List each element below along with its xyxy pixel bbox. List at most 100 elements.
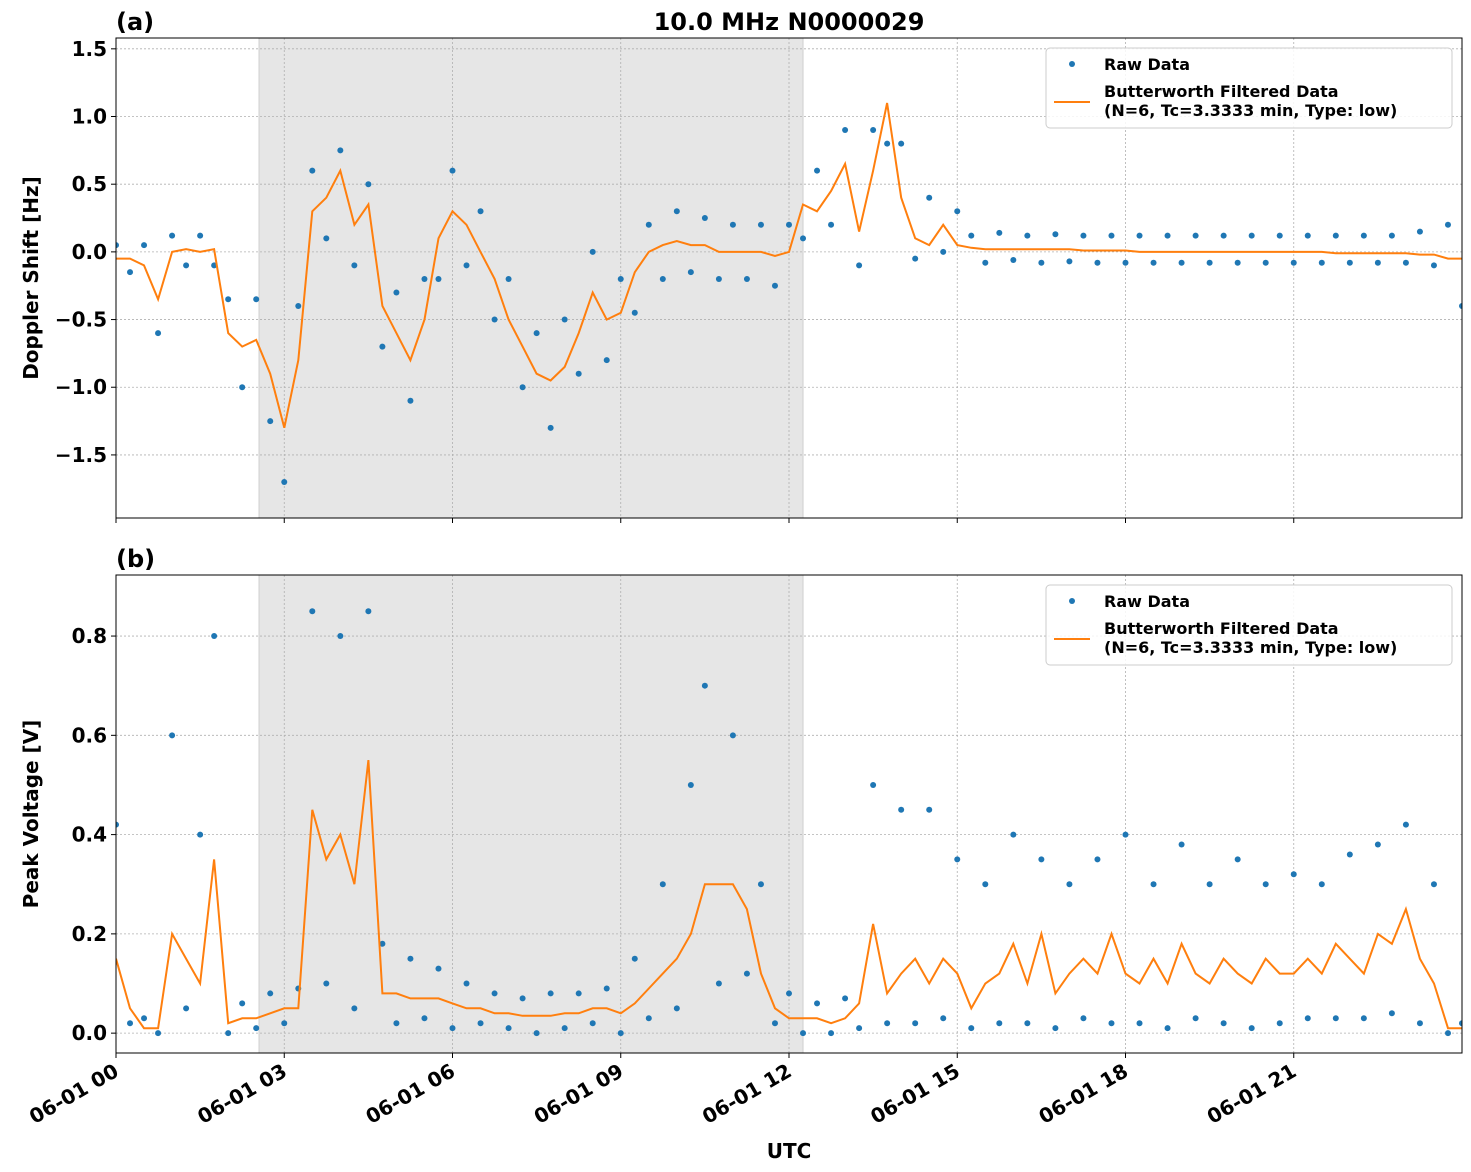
y-tick-label: −0.5: [55, 308, 107, 332]
raw-point: [1108, 232, 1115, 239]
legend-label: Butterworth Filtered Data (N=6, Tc=3.3333…: [1104, 619, 1397, 657]
x-tick-label: 06-01 15: [866, 1059, 964, 1129]
raw-point: [982, 259, 989, 266]
raw-point: [1459, 303, 1462, 310]
raw-point: [1010, 256, 1017, 263]
raw-point: [477, 208, 484, 215]
y-tick-label: 0.4: [72, 823, 107, 847]
raw-point: [1150, 881, 1157, 888]
raw-point: [1038, 856, 1045, 863]
raw-point: [1318, 881, 1325, 888]
raw-point: [463, 980, 470, 987]
raw-point: [407, 397, 414, 404]
highlight-span: [258, 37, 804, 519]
raw-point: [617, 1030, 624, 1037]
raw-point: [155, 1030, 162, 1037]
legend-box: [1045, 584, 1453, 666]
raw-point: [701, 215, 708, 222]
raw-point: [631, 309, 638, 316]
plot-area: [116, 608, 1462, 1037]
raw-point: [197, 232, 204, 239]
raw-point: [155, 330, 162, 337]
raw-point: [491, 316, 498, 323]
x-tick-label: 06-01 21: [1203, 1059, 1301, 1129]
raw-point: [1206, 259, 1213, 266]
raw-point: [757, 221, 764, 228]
x-tick-label: 06-01 03: [193, 1059, 291, 1129]
raw-point: [842, 995, 849, 1002]
raw-point: [603, 357, 610, 364]
raw-point: [673, 208, 680, 215]
raw-point: [505, 275, 512, 282]
raw-point: [141, 242, 148, 249]
raw-point: [1360, 232, 1367, 239]
panel-label: (a): [116, 8, 154, 36]
raw-point: [659, 881, 666, 888]
x-tick-label: 06-01 12: [698, 1059, 796, 1129]
raw-point: [1150, 259, 1157, 266]
raw-point: [912, 1020, 919, 1027]
raw-point: [351, 262, 358, 269]
raw-point: [1024, 232, 1031, 239]
y-tick-label: 1.0: [72, 105, 107, 129]
raw-point: [800, 235, 807, 242]
raw-point: [1178, 259, 1185, 266]
raw-point: [884, 140, 891, 147]
filtered-line: [116, 759, 1462, 1030]
raw-point: [393, 1020, 400, 1027]
raw-point: [239, 1000, 246, 1007]
raw-point: [1220, 1020, 1227, 1027]
raw-point: [295, 303, 302, 310]
raw-point: [828, 221, 835, 228]
raw-point: [169, 732, 176, 739]
raw-point: [533, 330, 540, 337]
raw-point: [1066, 258, 1073, 265]
raw-point: [968, 232, 975, 239]
raw-point: [491, 990, 498, 997]
highlight-span: [258, 574, 804, 1054]
raw-point: [1010, 831, 1017, 838]
raw-point: [561, 1025, 568, 1032]
raw-point: [323, 235, 330, 242]
raw-point: [169, 232, 176, 239]
raw-point: [1262, 881, 1269, 888]
raw-point: [225, 296, 232, 303]
y-axis-label: Doppler Shift [Hz]: [19, 176, 43, 380]
legend-label: Butterworth Filtered Data (N=6, Tc=3.3333…: [1104, 82, 1397, 120]
legend-marker: [1069, 598, 1075, 604]
raw-point: [1318, 259, 1325, 266]
raw-point: [1444, 1030, 1451, 1037]
axes-frame: [115, 37, 1463, 519]
raw-point: [267, 990, 274, 997]
raw-point: [365, 608, 372, 615]
raw-point: [1122, 259, 1129, 266]
raw-point: [589, 1020, 596, 1027]
raw-point: [309, 608, 316, 615]
raw-point: [519, 384, 526, 391]
raw-point: [1192, 1015, 1199, 1022]
panel-label: (b): [116, 545, 155, 573]
raw-point: [449, 167, 456, 174]
raw-point: [561, 316, 568, 323]
raw-point: [547, 424, 554, 431]
raw-point: [1094, 259, 1101, 266]
y-tick-label: 0.2: [72, 922, 107, 946]
raw-point: [1024, 1020, 1031, 1027]
y-tick-label: −1.5: [55, 443, 107, 467]
raw-point: [183, 262, 190, 269]
raw-point: [1248, 232, 1255, 239]
raw-point: [1374, 259, 1381, 266]
raw-point: [940, 1015, 947, 1022]
raw-point: [183, 1005, 190, 1012]
legend-label: Raw Data: [1104, 55, 1190, 74]
x-tick-label: 06-01 18: [1034, 1059, 1132, 1129]
y-tick-label: 0.8: [72, 624, 107, 648]
raw-point: [309, 167, 316, 174]
raw-point: [673, 1005, 680, 1012]
raw-point: [267, 418, 274, 425]
raw-point: [351, 1005, 358, 1012]
raw-point: [631, 955, 638, 962]
filtered-line: [116, 102, 1462, 429]
x-tick-label: 06-01 09: [530, 1059, 628, 1129]
